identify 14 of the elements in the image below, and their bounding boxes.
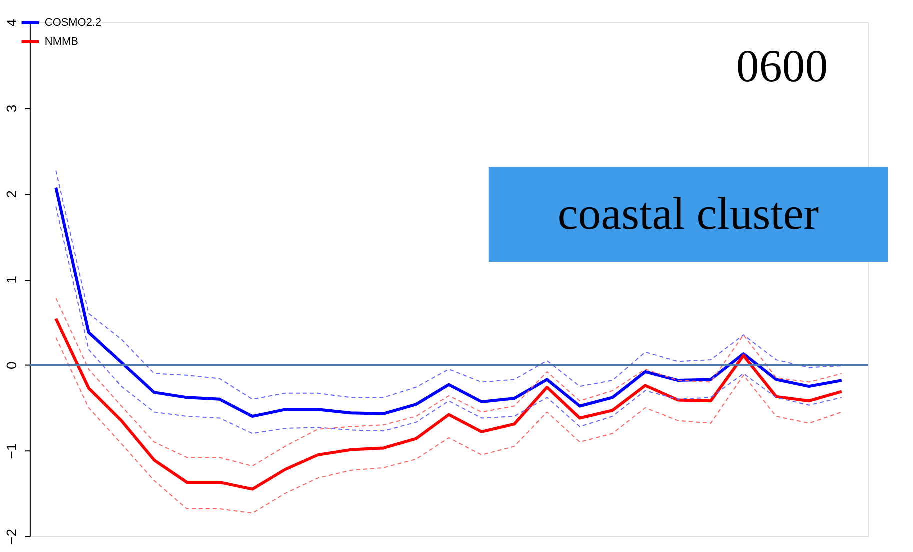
line-series: [56, 298, 842, 467]
line-series: [54, 317, 844, 491]
annotation: coastal cluster: [558, 188, 820, 240]
y-tick-label: −1: [3, 443, 20, 460]
y-tick-label: 2: [3, 190, 20, 198]
line-series: [56, 337, 842, 514]
y-tick-label: 4: [3, 18, 20, 27]
y-tick-label: 1: [3, 276, 20, 284]
legend-label: NMMB: [44, 36, 78, 48]
y-tick-label: −2: [3, 528, 20, 545]
legend-label: COSMO2.2: [44, 17, 102, 30]
y-tick-label: 0: [3, 362, 20, 370]
y-tick-label: 3: [3, 104, 20, 113]
annotation: 0600: [736, 40, 828, 92]
